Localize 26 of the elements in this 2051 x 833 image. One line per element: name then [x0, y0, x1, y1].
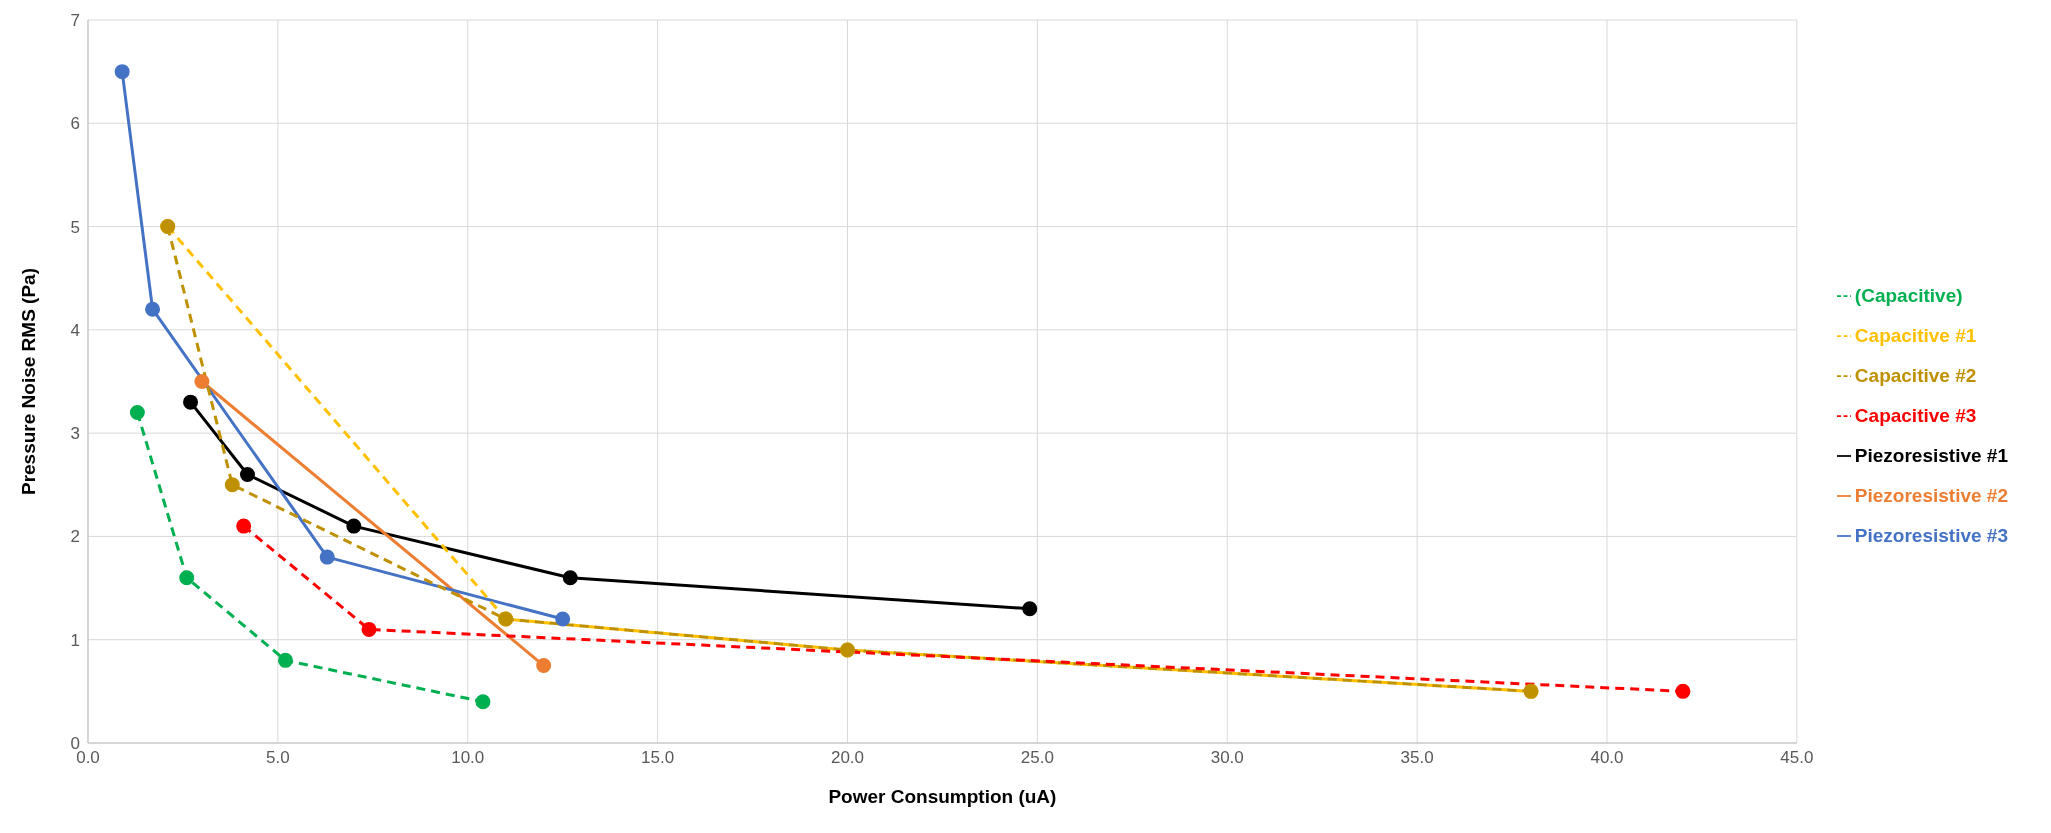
- legend-label: Piezoresistive #1: [1854, 444, 2008, 466]
- legend-label: Piezoresistive #3: [1854, 524, 2008, 546]
- legend-label: (Capacitive): [1854, 284, 1963, 306]
- y-tick-label: 6: [70, 114, 80, 134]
- x-tick-label: 0.0: [76, 748, 100, 768]
- legend-label: Piezoresistive #2: [1854, 484, 2008, 506]
- y-tick-label: 1: [70, 630, 80, 650]
- y-axis-title: Pressure Noise RMS (Pa): [17, 267, 39, 496]
- x-tick-label: 45.0: [1780, 748, 1814, 768]
- x-tick-label: 25.0: [1020, 748, 1054, 768]
- x-tick-label: 35.0: [1400, 748, 1434, 768]
- legend-label: Capacitive #1: [1854, 324, 1977, 346]
- legend-label: Capacitive #2: [1854, 364, 1977, 386]
- y-tick-label: 5: [70, 217, 80, 237]
- x-tick-label: 40.0: [1590, 748, 1624, 768]
- x-tick-label: 20.0: [830, 748, 865, 768]
- y-tick-label: 2: [70, 527, 80, 547]
- x-tick-label: 10.0: [451, 748, 485, 768]
- x-tick-label: 5.0: [266, 748, 290, 768]
- y-tick-label: 4: [70, 320, 80, 340]
- y-tick-label: 7: [70, 11, 80, 31]
- x-tick-label: 15.0: [641, 748, 675, 768]
- x-axis-title: Power Consumption (uA): [828, 786, 1057, 807]
- y-tick-label: 3: [70, 424, 80, 444]
- x-tick-label: 30.0: [1210, 748, 1244, 768]
- legend-label: Capacitive #3: [1854, 404, 1977, 426]
